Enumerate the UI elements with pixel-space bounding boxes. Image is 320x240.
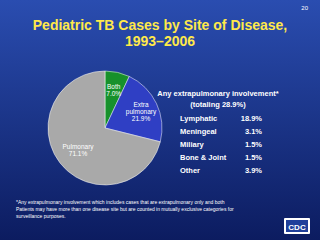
title: Pediatric TB Cases by Site of Disease,19…: [33, 17, 287, 49]
breakdown-subheading: (totaling 28.9%): [190, 100, 246, 109]
breakdown-heading: Any extrapulmonary involvement*: [157, 89, 278, 98]
pie-slice: [48, 71, 160, 185]
row-label: Bone & Joint: [180, 153, 227, 162]
pie: [48, 71, 162, 185]
footnote: *Any extrapulmonary involvement which in…: [16, 199, 225, 205]
slice-value: 21.9%: [132, 115, 151, 122]
row-value: 1.5%: [245, 153, 262, 162]
slice-category: Extrapulmonary: [126, 101, 157, 116]
row-label: Lymphatic: [180, 114, 217, 123]
row-label: Other: [180, 166, 200, 175]
pie-labels: Both7.0%Extrapulmonary21.9%Pulmonary71.1…: [63, 83, 157, 157]
row-value: 1.5%: [245, 140, 262, 149]
footnote: surveillance purposes.: [16, 213, 66, 219]
slide: 20 Pediatric TB Cases by Site of Disease,…: [0, 0, 320, 240]
logo: CDC: [284, 218, 310, 234]
slice-value: 7.0%: [106, 90, 121, 97]
row-value: 3.9%: [245, 166, 262, 175]
row-label: Miliary: [180, 140, 205, 149]
footnote: Patients may have more than one disease …: [16, 206, 234, 212]
slice-value: 71.1%: [69, 150, 88, 157]
row-label: Meningeal: [180, 127, 217, 136]
logo-text: CDC: [288, 223, 306, 232]
row-value: 3.1%: [245, 127, 262, 136]
row-value: 18.9%: [241, 114, 263, 123]
slice-category: Both: [107, 83, 121, 90]
page-number: 20: [301, 5, 308, 11]
background: [0, 0, 320, 240]
